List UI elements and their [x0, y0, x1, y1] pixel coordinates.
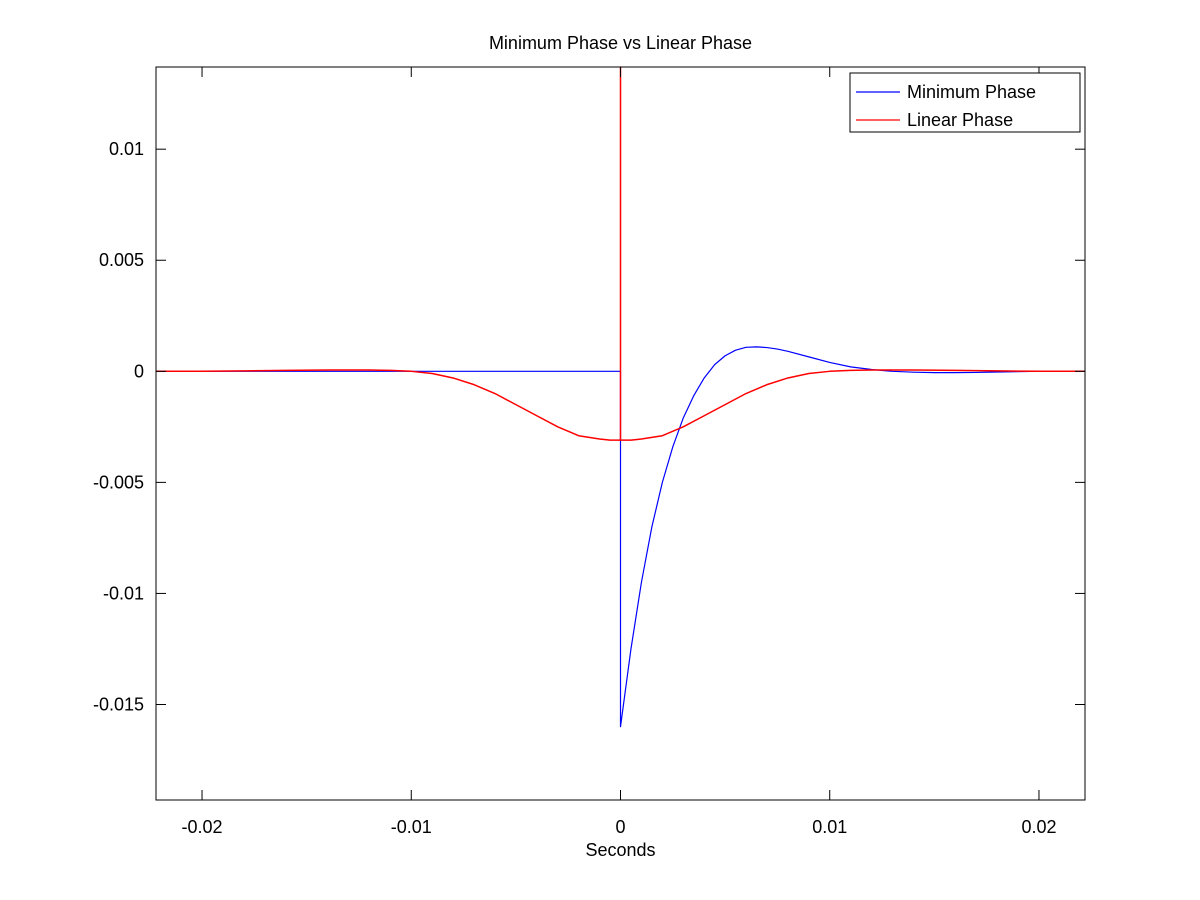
- y-tick-label: 0.01: [109, 139, 144, 159]
- x-ticks: -0.02 -0.01 0 0.01 0.02: [182, 67, 1056, 837]
- legend-box: [849, 72, 1081, 133]
- y-tick-label: 0: [134, 361, 144, 381]
- x-tick-label: -0.02: [182, 817, 223, 837]
- y-tick-label: -0.005: [93, 472, 144, 492]
- y-tick-label: -0.015: [93, 694, 144, 714]
- y-tick-label: 0.005: [99, 250, 144, 270]
- legend-label-minimum-phase: Minimum Phase: [907, 82, 1036, 102]
- x-tick-label: -0.01: [391, 817, 432, 837]
- x-tick-label: 0.01: [812, 817, 847, 837]
- x-tick-label: 0.02: [1021, 817, 1056, 837]
- x-tick-label: 0: [615, 817, 625, 837]
- legend-label-linear-phase: Linear Phase: [907, 110, 1013, 130]
- series-line-minimum-phase: [156, 346, 1085, 728]
- y-tick-label: -0.01: [103, 583, 144, 603]
- x-axis-label: Seconds: [585, 840, 655, 860]
- y-ticks: 0.01 0.005 0 -0.005 -0.01 -0.015: [93, 139, 1085, 714]
- legend: Minimum Phase Linear Phase: [849, 72, 1081, 133]
- chart-title: Minimum Phase vs Linear Phase: [489, 33, 752, 53]
